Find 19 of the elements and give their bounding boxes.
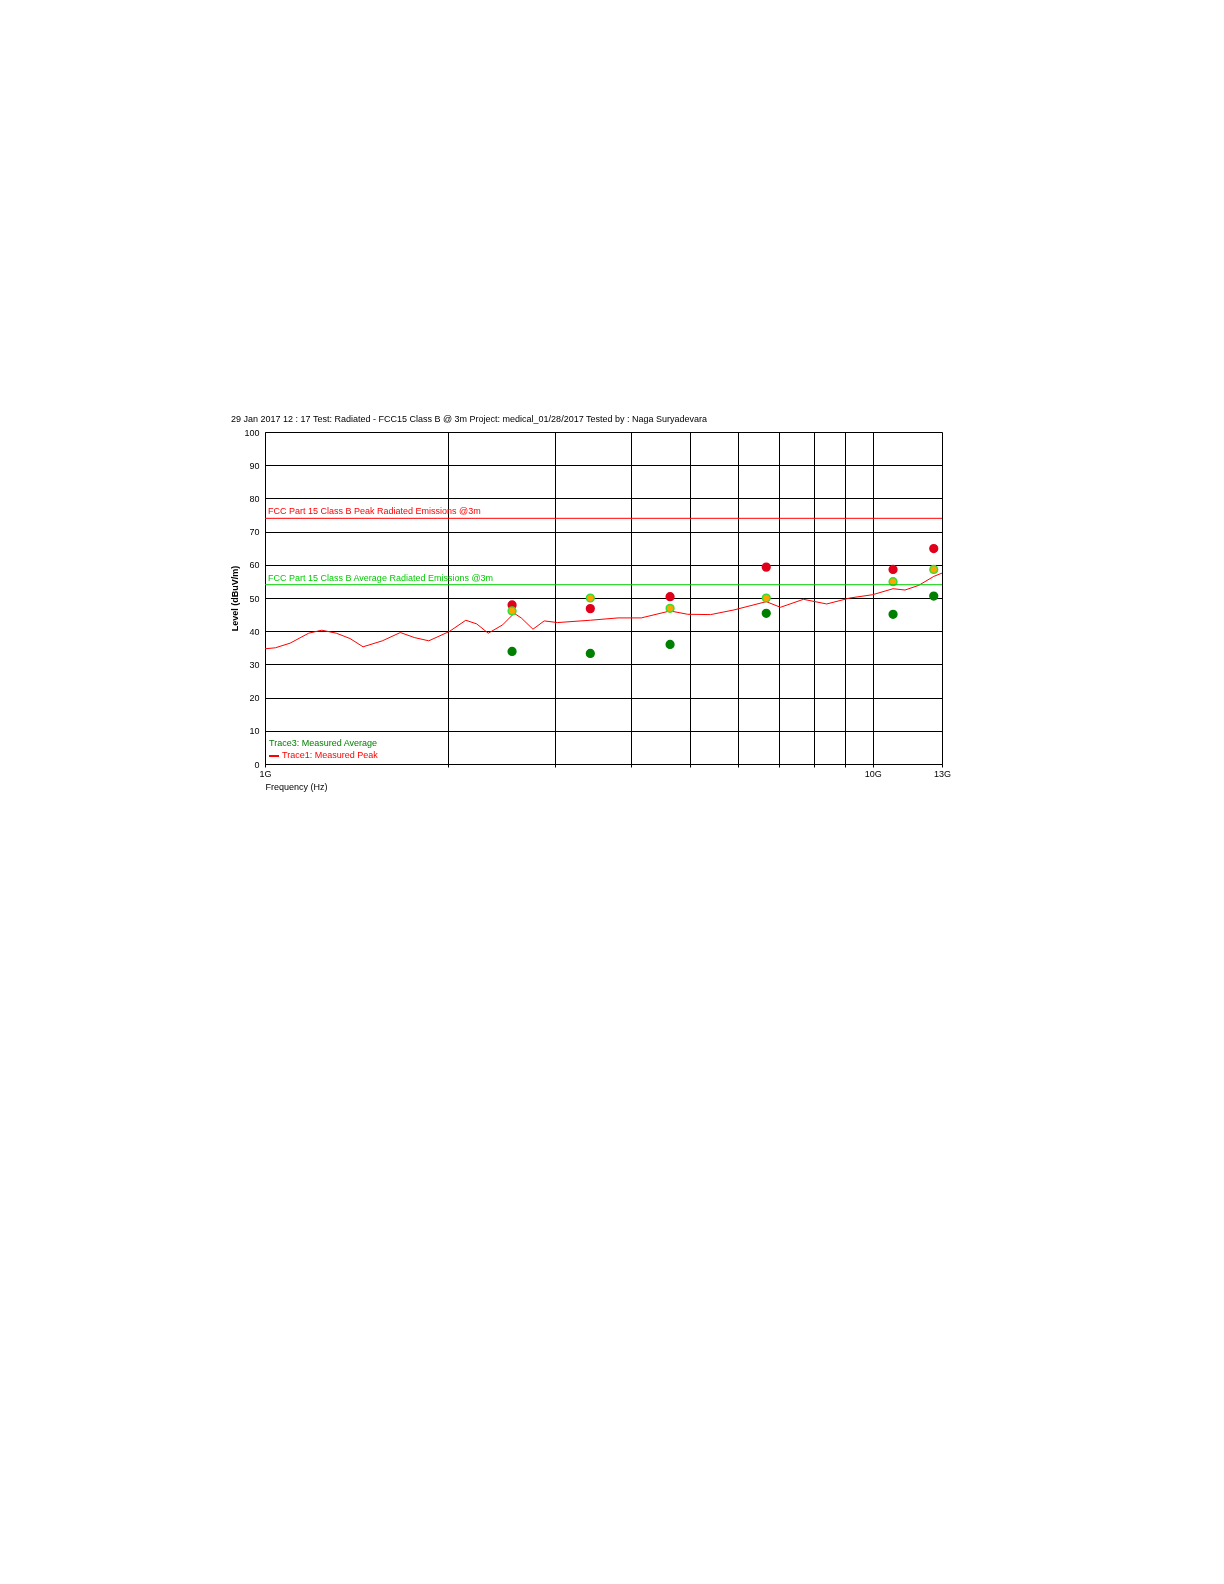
y-axis-title: Level (dBuV/m) <box>230 565 241 632</box>
y-tick-label: 40 <box>249 626 260 637</box>
y-tick-label: 10 <box>249 726 260 737</box>
x-tick-label: 1G <box>259 768 272 779</box>
y-tick-label: 0 <box>254 759 260 770</box>
y-tick-label: 100 <box>244 427 260 438</box>
y-tick-label: 70 <box>249 527 260 538</box>
x-tick-label: 13G <box>933 768 952 779</box>
y-tick-label: 80 <box>249 493 260 504</box>
x-axis-title: Frequency (Hz) <box>265 781 328 792</box>
y-tick-label: 60 <box>249 560 260 571</box>
y-tick-label: 30 <box>249 659 260 670</box>
annotation: Trace3: Measured Average <box>269 738 378 748</box>
x-tick-label: 10G <box>864 768 882 779</box>
legend-label: Trace1: Measured Peak <box>282 750 379 760</box>
chart-title: 29 Jan 2017 12 : 17 Test: Radiated - FCC15 Class B @ 3m Project: medical_01/28/2017 Tested by : Naga Suryadevara <box>230 414 708 424</box>
y-tick-label: 50 <box>249 593 260 604</box>
y-tick-label: 20 <box>249 693 260 704</box>
y-tick-label: 90 <box>249 460 260 471</box>
